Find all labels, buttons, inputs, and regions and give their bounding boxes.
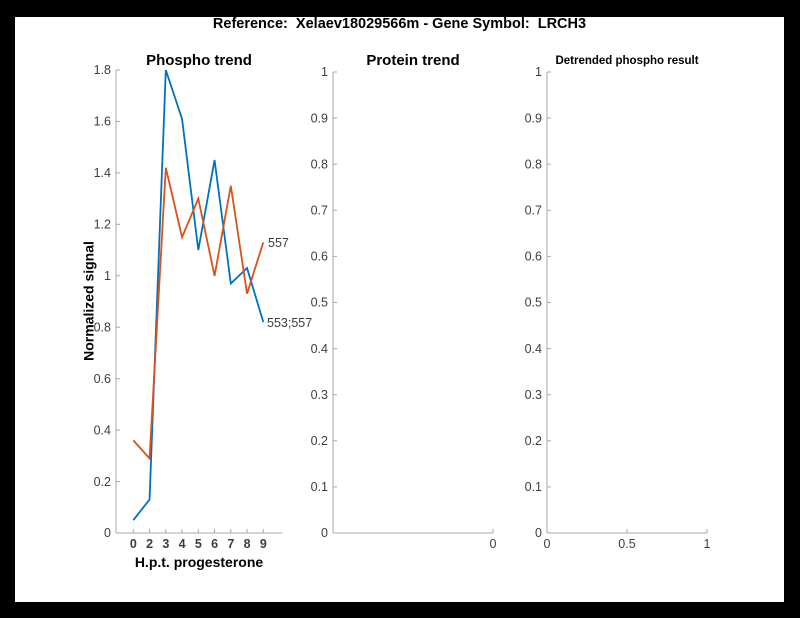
phospho-trend-x-tick-label: 3 bbox=[162, 537, 169, 551]
series-line-553;557 bbox=[132, 69, 265, 521]
protein-trend-y-tick-label: 0.5 bbox=[311, 296, 328, 310]
x-axis-label-progesterone: H.p.t. progesterone bbox=[134, 554, 264, 570]
phospho-trend-x-tick-label: 2 bbox=[146, 537, 153, 551]
phospho-trend-x-tick-label: 4 bbox=[179, 537, 186, 551]
phospho-trend-y-tick-label: 0.2 bbox=[94, 475, 111, 489]
protein-trend-x-tick-label: 0 bbox=[490, 537, 497, 551]
protein-trend-y-tick-label: 0.2 bbox=[311, 434, 328, 448]
protein-trend-y-tick-label: 0.3 bbox=[311, 388, 328, 402]
phospho-trend-x-tick-label: 6 bbox=[211, 537, 218, 551]
protein-trend-y-tick-label: 0.8 bbox=[311, 157, 328, 171]
phospho-trend-y-tick-label: 0.4 bbox=[94, 423, 111, 437]
chart-title-phospho-trend: Phospho trend bbox=[146, 52, 252, 69]
phospho-trend-y-tick-label: 1.2 bbox=[94, 218, 111, 232]
detrended-phospho-result-y-tick-label: 0.7 bbox=[525, 204, 542, 218]
phospho-trend-y-tick-label: 1.8 bbox=[94, 63, 111, 77]
phospho-trend-x-tick-label: 9 bbox=[260, 537, 267, 551]
protein-trend-y-tick-label: 1 bbox=[321, 65, 328, 79]
detrended-phospho-result-y-tick-label: 0.2 bbox=[525, 434, 542, 448]
detrended-phospho-result-y-tick-label: 0.9 bbox=[525, 111, 542, 125]
figure-title: Reference: Xelaev18029566m - Gene Symbol… bbox=[212, 16, 587, 32]
series-line-557 bbox=[132, 167, 265, 461]
protein-trend-y-tick-label: 0.4 bbox=[311, 342, 328, 356]
protein-trend-y-tick-label: 0.6 bbox=[311, 250, 328, 264]
phospho-trend-x-tick-label: 5 bbox=[195, 537, 202, 551]
protein-trend-y-tick-label: 0.9 bbox=[311, 111, 328, 125]
y-axis-label-normalized-signal: Normalized signal bbox=[80, 241, 97, 361]
phospho-trend-y-tick-label: 1.4 bbox=[94, 166, 111, 180]
phospho-trend-y-tick-label: 0.8 bbox=[94, 320, 111, 334]
detrended-phospho-result-y-tick-label: 0.8 bbox=[525, 157, 542, 171]
detrended-phospho-result-x-tick-label: 0 bbox=[544, 537, 551, 551]
detrended-phospho-result-y-tick-label: 0 bbox=[535, 526, 542, 540]
detrended-phospho-result-y-tick-label: 0.5 bbox=[525, 296, 542, 310]
detrended-phospho-result-y-tick-label: 0.6 bbox=[525, 250, 542, 264]
phospho-trend-y-tick-label: 1.6 bbox=[94, 115, 111, 129]
chart-title-detrended-phospho-result: Detrended phospho result bbox=[555, 55, 699, 67]
phospho-trend-x-tick-label: 0 bbox=[130, 537, 137, 551]
detrended-phospho-result-x-tick-label: 0.5 bbox=[618, 537, 635, 551]
plots-svg: 00.20.40.60.811.21.41.61.80 2 3 4 5 6 7 8 900.10… bbox=[94, 63, 711, 551]
series-end-label-553-557: 553;557 bbox=[267, 316, 313, 330]
phospho-trend-y-tick-label: 0 bbox=[104, 526, 111, 540]
series-end-label-557: 557 bbox=[268, 236, 289, 250]
detrended-phospho-result-y-tick-label: 0.4 bbox=[525, 342, 542, 356]
detrended-phospho-result-y-tick-label: 0.3 bbox=[525, 388, 542, 402]
phospho-trend-y-tick-label: 1 bbox=[104, 269, 111, 283]
phospho-trend-y-tick-label: 0.6 bbox=[94, 372, 111, 386]
protein-trend-y-tick-label: 0.1 bbox=[311, 480, 328, 494]
chart-title-protein-trend: Protein trend bbox=[366, 52, 460, 69]
protein-trend-y-tick-label: 0 bbox=[321, 526, 328, 540]
protein-trend-y-tick-label: 0.7 bbox=[311, 204, 328, 218]
phospho-trend-x-tick-label: 7 bbox=[227, 537, 234, 551]
figure-canvas: Reference: Xelaev18029566m - Gene Symbol… bbox=[15, 16, 784, 602]
detrended-phospho-result-y-tick-label: 1 bbox=[535, 65, 542, 79]
phospho-trend-x-tick-label: 8 bbox=[244, 537, 251, 551]
detrended-phospho-result-x-tick-label: 1 bbox=[704, 537, 711, 551]
detrended-phospho-result-y-tick-label: 0.1 bbox=[525, 480, 542, 494]
